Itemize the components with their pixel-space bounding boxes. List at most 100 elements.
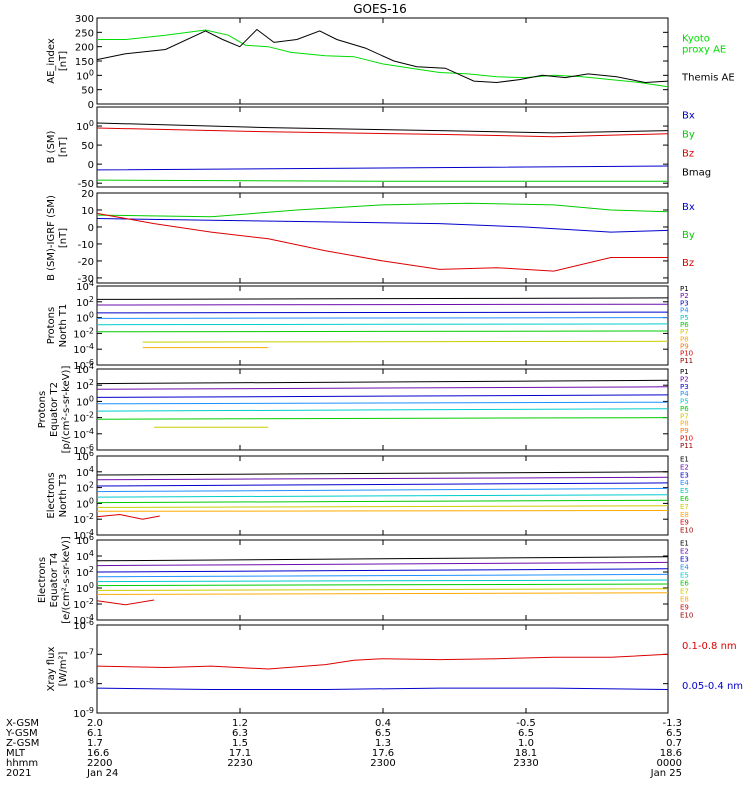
y-tick-label: 10-4: [73, 613, 94, 627]
legend-entry: By: [682, 129, 695, 140]
series-line-e4: [96, 573, 669, 578]
orbit-value: 0.7: [666, 738, 682, 749]
legend-entry: 0.1-0.8 nm: [682, 641, 737, 652]
orbit-value: 17.1: [229, 748, 251, 759]
legend-entry: E2: [680, 548, 689, 556]
series-line-p6: [96, 330, 669, 333]
orbit-value: 16.6: [87, 748, 109, 759]
panel-7: 10-4 10-2 100 102 104 106 Electrons Equator T4[…: [37, 533, 693, 627]
y-tick-label: 100: [76, 496, 94, 510]
legend-entry: P4: [680, 390, 689, 398]
legend-entry: P3: [680, 383, 689, 391]
series-line-p1: [96, 297, 669, 300]
series-line-kyoto-proxy-ae: [97, 29, 669, 88]
series-line-themis-ae: [96, 28, 669, 84]
orbit-value: 0.4: [375, 718, 391, 729]
legend-entry: Kyoto: [682, 33, 710, 44]
series-line-e7: [96, 505, 669, 508]
series-line-bmag: [96, 122, 669, 134]
legend-entry: Bmag: [682, 168, 711, 179]
legend-entry: P11: [680, 357, 693, 365]
legend-entry: P7: [680, 328, 689, 336]
legend-entry: E2: [680, 463, 689, 471]
orbit-row-label: Y-GSM: [5, 728, 38, 739]
series-line-e9: [96, 513, 160, 520]
legend-entry: P7: [680, 412, 689, 420]
orbit-value: Jan 24: [86, 768, 118, 779]
legend-entry: Bx: [682, 110, 695, 121]
y-tick-label: 10-2: [73, 597, 94, 611]
series-line-e5: [96, 579, 669, 583]
y-tick-label: 0: [88, 223, 94, 234]
orbit-row-label: hhmm: [6, 758, 38, 769]
legend-entry: E3: [680, 471, 689, 479]
y-axis-label: [nT]: [58, 228, 69, 248]
series-line-e2: [96, 476, 669, 481]
y-tick-label: -30: [78, 274, 94, 285]
series-line-bx: [96, 165, 669, 171]
legend-entry: P8: [680, 420, 689, 428]
orbit-value: 6.5: [666, 728, 682, 739]
series-line-e5: [96, 494, 669, 498]
y-tick-label: 10-9: [73, 706, 94, 720]
series-line-p2: [96, 386, 669, 390]
legend-entry: Themis AE: [681, 73, 735, 84]
orbit-value: 6.1: [87, 728, 103, 739]
panel-5: 10-6 10-4 10-2 100 102 104 Protons Equator T2 [p…: [37, 362, 693, 457]
y-axis-label: North T3: [58, 474, 69, 518]
panel-frame: [96, 624, 669, 714]
legend-entry: E8: [680, 596, 689, 604]
y-tick-label: 104: [76, 362, 94, 376]
y-axis-label: Electrons: [46, 472, 57, 518]
y-tick-label: 102: [76, 378, 94, 392]
y-axis-label: Equator T4: [49, 553, 60, 608]
series-line-p7: [142, 340, 669, 343]
legend-entry: P2: [680, 292, 689, 300]
legend-entry: E1: [680, 540, 689, 548]
y-tick-label: -20: [78, 257, 94, 268]
y-tick-label: 10-6: [73, 358, 94, 372]
y-axis-label: [W/m²]: [58, 651, 69, 686]
y-tick-label: 106: [76, 533, 94, 547]
series-line-p6: [96, 417, 669, 420]
y-tick-label: 200: [75, 43, 94, 54]
legend-entry: P5: [680, 314, 689, 322]
y-tick-label: 250: [75, 28, 94, 39]
y-axis-label: [p/(cm²-s-sr-keV)]: [61, 366, 72, 454]
y-tick-label: 102: [76, 565, 94, 579]
legend-entry: Bz: [682, 258, 694, 269]
orbit-value: 1.7: [87, 738, 103, 749]
y-tick-label: 50: [81, 141, 94, 152]
series-line-p2: [96, 303, 669, 306]
series-line-0-05-0-4-nm: [96, 687, 669, 690]
legend-entry: E9: [680, 604, 689, 612]
legend-entry: P6: [680, 321, 689, 329]
y-tick-label: 10-2: [73, 411, 94, 425]
orbit-value: 1.3: [375, 738, 391, 749]
series-line-p1: [96, 379, 669, 385]
legend-entry: P4: [680, 307, 689, 315]
y-tick-label: 10-6: [73, 618, 94, 632]
orbit-value: 2300: [370, 758, 395, 769]
series-line-e3: [96, 482, 669, 487]
orbit-value: 2.0: [87, 718, 103, 729]
y-tick-label: 10-4: [73, 427, 94, 441]
legend-entry: Bz: [682, 149, 694, 160]
orbit-value: -1.3: [662, 718, 682, 729]
orbit-value: 17.6: [372, 748, 394, 759]
panel-frame: [96, 106, 669, 188]
series-line-p3: [96, 394, 669, 398]
y-axis-label: Xray flux: [46, 647, 57, 692]
orbit-row-label: Z-GSM: [6, 738, 39, 749]
legend-entry: Bx: [682, 202, 695, 213]
y-tick-label: 106: [76, 449, 94, 463]
orbit-value: 6.3: [232, 728, 248, 739]
y-tick-label: 10-8: [73, 677, 94, 691]
y-tick-label: 10: [81, 206, 94, 217]
legend-entry: P5: [680, 398, 689, 406]
legend-entry: E5: [680, 487, 689, 495]
series-line-e2: [96, 561, 669, 567]
y-tick-label: 100: [76, 311, 94, 325]
